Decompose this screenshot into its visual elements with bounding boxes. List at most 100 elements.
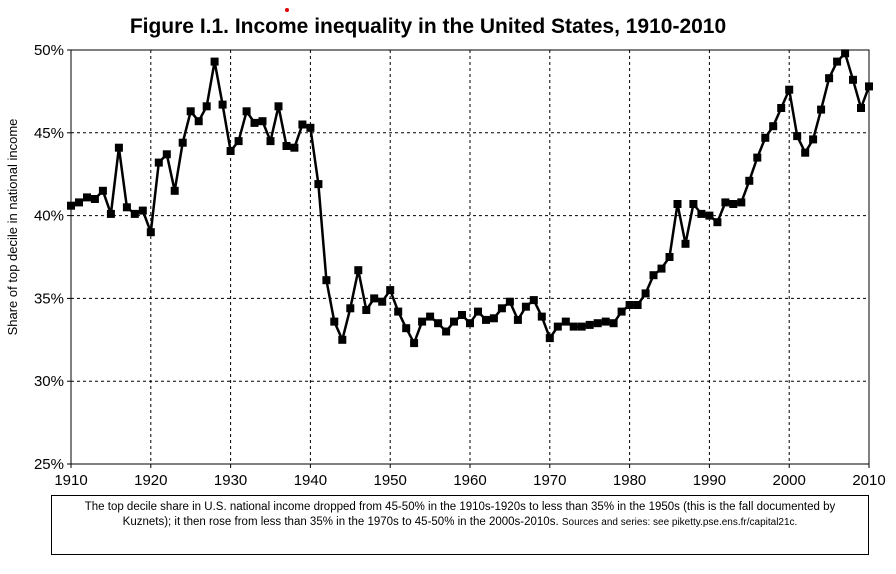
data-point — [98, 186, 107, 195]
data-point — [394, 307, 403, 316]
data-point — [513, 315, 522, 324]
tick-labels: 1910 1920 1930 1940 1950 1960 1970 1980 1990 2000… — [34, 42, 886, 489]
data-point — [561, 317, 570, 326]
grid — [71, 50, 869, 464]
data-point — [697, 209, 706, 218]
data-point — [673, 200, 682, 208]
data-point — [761, 133, 770, 142]
data-point — [83, 193, 91, 202]
data-point — [282, 142, 291, 150]
data-point — [218, 100, 227, 109]
data-point — [442, 327, 451, 336]
data-point — [857, 104, 865, 112]
data-point — [290, 143, 299, 152]
data-point — [849, 75, 857, 84]
data-point — [777, 104, 786, 112]
data-point — [729, 200, 738, 208]
data-point — [521, 302, 530, 311]
data-point — [809, 135, 818, 144]
data-point — [458, 311, 466, 319]
data-point — [75, 198, 83, 207]
data-point — [418, 317, 427, 326]
data-point — [194, 117, 203, 126]
data-point — [689, 200, 698, 208]
data-point — [649, 271, 658, 280]
caption-source: Sources and series: see piketty.pse.ens.… — [561, 517, 798, 528]
data-point — [601, 317, 610, 326]
data-point — [354, 266, 363, 275]
x-tick-label: 1920 — [134, 472, 167, 489]
data-point — [274, 102, 283, 111]
data-point — [162, 150, 171, 159]
data-point — [186, 107, 195, 116]
x-tick-label: 1940 — [294, 472, 327, 489]
x-tick-label: 2000 — [773, 472, 806, 489]
data-point — [146, 228, 155, 237]
series-top-decile — [67, 49, 873, 348]
data-point — [721, 198, 730, 207]
data-point — [817, 105, 826, 114]
data-point — [258, 117, 267, 126]
data-point — [306, 123, 315, 132]
data-point — [386, 286, 395, 295]
data-point — [737, 198, 746, 207]
data-point — [410, 339, 419, 348]
data-point — [450, 317, 458, 326]
caption-box: The top decile share in U.S. national in… — [51, 495, 869, 555]
data-point — [178, 138, 187, 147]
data-point — [138, 206, 147, 215]
data-point — [67, 201, 75, 210]
data-point — [865, 82, 873, 91]
stray-red-dot — [285, 8, 289, 12]
y-tick-label: 35% — [34, 290, 64, 307]
data-point — [466, 319, 474, 328]
data-point — [346, 304, 355, 313]
axes — [67, 49, 870, 468]
x-tick-label: 1980 — [613, 472, 646, 489]
data-point — [657, 264, 666, 273]
data-point — [769, 122, 778, 131]
x-tick-label: 1930 — [214, 472, 247, 489]
y-tick-label: 50% — [34, 42, 64, 59]
x-tick-label: 1990 — [693, 472, 726, 489]
data-point — [378, 297, 387, 306]
data-point — [505, 297, 514, 306]
data-point — [625, 301, 634, 309]
data-point — [489, 314, 498, 323]
data-point — [266, 137, 275, 146]
data-point — [322, 276, 331, 285]
caption-text: The top decile share in U.S. national in… — [84, 501, 836, 528]
data-point — [170, 186, 179, 195]
data-point — [793, 132, 802, 141]
y-tick-label: 45% — [34, 125, 64, 142]
x-tick-label: 1910 — [54, 472, 87, 489]
data-point — [713, 218, 722, 227]
data-point — [833, 57, 842, 66]
y-tick-label: 40% — [34, 208, 64, 225]
data-point — [785, 85, 794, 94]
data-point — [362, 306, 371, 314]
data-point — [545, 334, 554, 343]
series-line — [70, 52, 871, 345]
data-point — [681, 239, 690, 248]
data-point — [90, 195, 99, 203]
data-point — [593, 319, 602, 328]
data-point — [577, 322, 586, 331]
data-point — [314, 180, 323, 189]
data-point — [106, 209, 115, 218]
chart-title: Figure I.1. Income inequality in the Uni… — [130, 15, 726, 38]
data-point — [585, 320, 594, 329]
data-point — [537, 312, 546, 321]
y-tick-label: 30% — [34, 373, 64, 390]
data-point — [434, 319, 443, 328]
data-point — [753, 153, 762, 162]
data-point — [665, 253, 674, 261]
data-point — [426, 312, 435, 321]
x-tick-label: 1970 — [533, 472, 566, 489]
data-point — [402, 324, 411, 333]
data-point — [242, 107, 251, 116]
data-point — [553, 322, 562, 331]
data-point — [529, 296, 538, 305]
